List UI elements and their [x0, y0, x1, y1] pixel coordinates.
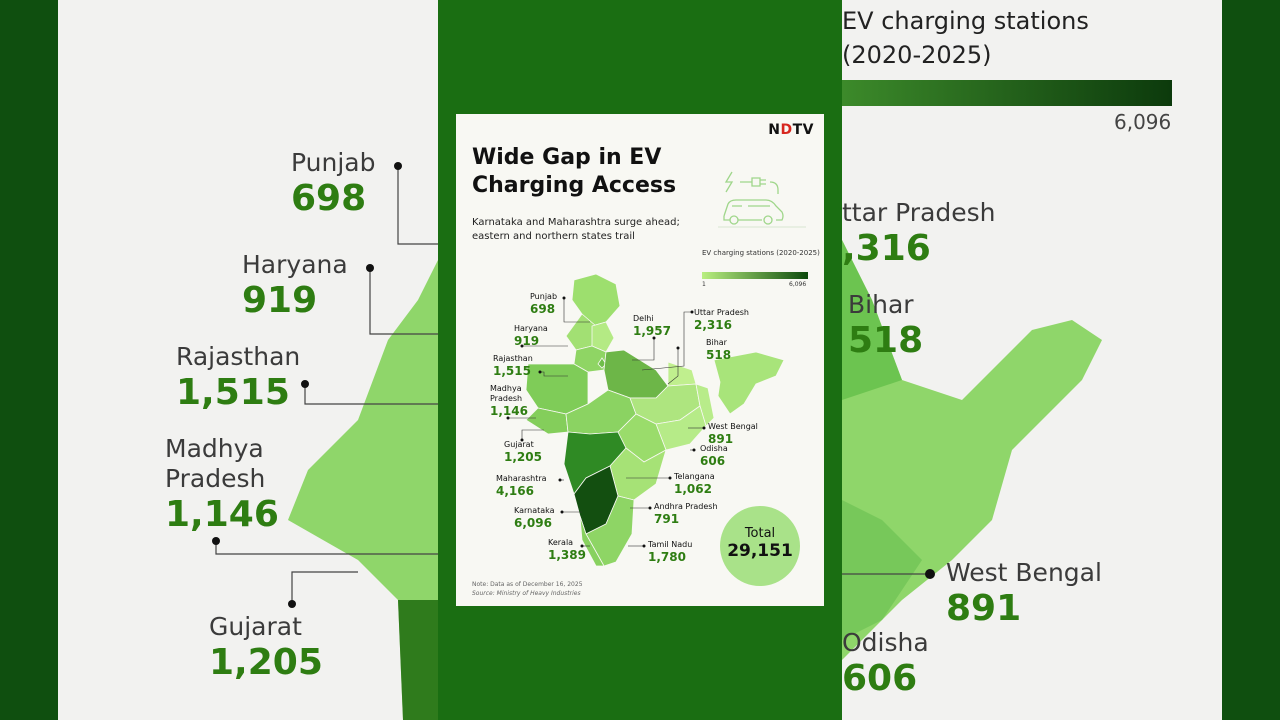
- india-choropleth-map: [506, 273, 785, 567]
- right-frame: [1222, 0, 1280, 720]
- left-frame: [0, 0, 58, 720]
- label-odisha: Odisha 606: [700, 444, 728, 468]
- region-tamil-nadu: [585, 495, 635, 567]
- bg-right-leader: [842, 569, 935, 579]
- bg-left-map: [288, 260, 438, 720]
- bg-legend-max: 6,096: [1114, 110, 1172, 134]
- lightning-icon: [724, 171, 734, 193]
- region-bihar: [667, 361, 697, 387]
- bg-right-map: [842, 240, 1102, 660]
- label-haryana: Haryana 919: [514, 324, 548, 348]
- plug-icon: [740, 177, 779, 194]
- region-west-bengal: [695, 383, 715, 427]
- ndtv-logo: NDTV: [768, 122, 814, 138]
- label-andhra-pradesh: Andhra Pradesh 791: [654, 502, 718, 526]
- leader-dots: [506, 296, 706, 548]
- label-rajasthan: Rajasthan 1,515: [493, 354, 533, 378]
- bg-left-leader-lines: [212, 162, 438, 608]
- footnote: Note: Data as of December 16, 2025 Source…: [472, 581, 583, 597]
- background-left-panel: Punjab 698 Haryana 919 Rajasthan 1,515 Madh…: [58, 0, 438, 720]
- page-title: Wide Gap in EV Charging Access: [472, 145, 677, 198]
- legend-title: EV charging stations (2020-2025): [702, 249, 820, 257]
- bg-label-bihar: Bihar 518: [848, 290, 924, 361]
- label-karnataka: Karnataka 6,096: [514, 506, 555, 530]
- label-west-bengal: West Bengal 891: [708, 422, 758, 446]
- total-value: 29,151: [727, 541, 793, 561]
- bg-label-odisha: Odisha 606: [842, 628, 929, 699]
- ev-charging-car-icon: [718, 171, 806, 228]
- bg-label-rajasthan: Rajasthan 1,515: [176, 342, 301, 413]
- legend-max: 6,096: [789, 281, 807, 288]
- background-right-panel: EV charging stations (2020-2025) 6,096 tt…: [842, 0, 1222, 720]
- infographic-card: NDTV Wide Gap in EV Charging Access Karn…: [456, 114, 824, 606]
- total-badge: Total 29,151: [720, 506, 800, 586]
- bg-label-gujarat: Gujarat 1,205: [209, 612, 323, 683]
- label-madhya-pradesh: Madhya Pradesh 1,146: [490, 384, 528, 418]
- bg-label-punjab: Punjab 698: [291, 148, 376, 219]
- bg-label-madhya-pradesh: Madhya Pradesh 1,146: [165, 434, 279, 535]
- label-kerala: Kerala 1,389: [548, 538, 586, 562]
- bg-label-haryana: Haryana 919: [242, 250, 348, 321]
- label-bihar: Bihar 518: [706, 338, 732, 362]
- label-maharashtra: Maharashtra 4,166: [496, 474, 547, 498]
- region-kerala: [579, 515, 605, 567]
- label-tamil-nadu: Tamil Nadu 1,780: [648, 540, 693, 564]
- bg-label-west-bengal: West Bengal 891: [946, 558, 1102, 629]
- region-uttar-pradesh: [603, 349, 669, 399]
- bg-legend-title: EV charging stations (2020-2025): [842, 7, 1089, 69]
- bg-legend-bar: [842, 80, 1172, 106]
- source-note: Source: Ministry of Heavy Industries: [472, 590, 581, 597]
- subtitle: Karnataka and Maharashtra surge ahead; e…: [472, 217, 680, 242]
- region-himachal: [591, 321, 615, 353]
- region-northeast: [713, 351, 785, 415]
- label-uttar-pradesh: Uttar Pradesh 2,316: [694, 308, 749, 332]
- legend-bar: [702, 272, 808, 279]
- bg-label-uttar-pradesh: ttar Pradesh ,316: [842, 198, 996, 269]
- total-label: Total: [744, 526, 776, 541]
- label-telangana: Telangana 1,062: [674, 472, 715, 496]
- label-gujarat: Gujarat 1,205: [504, 440, 542, 464]
- label-delhi: Delhi 1,957: [633, 314, 671, 338]
- label-punjab: Punjab 698: [530, 292, 558, 316]
- legend-min: 1: [702, 281, 706, 288]
